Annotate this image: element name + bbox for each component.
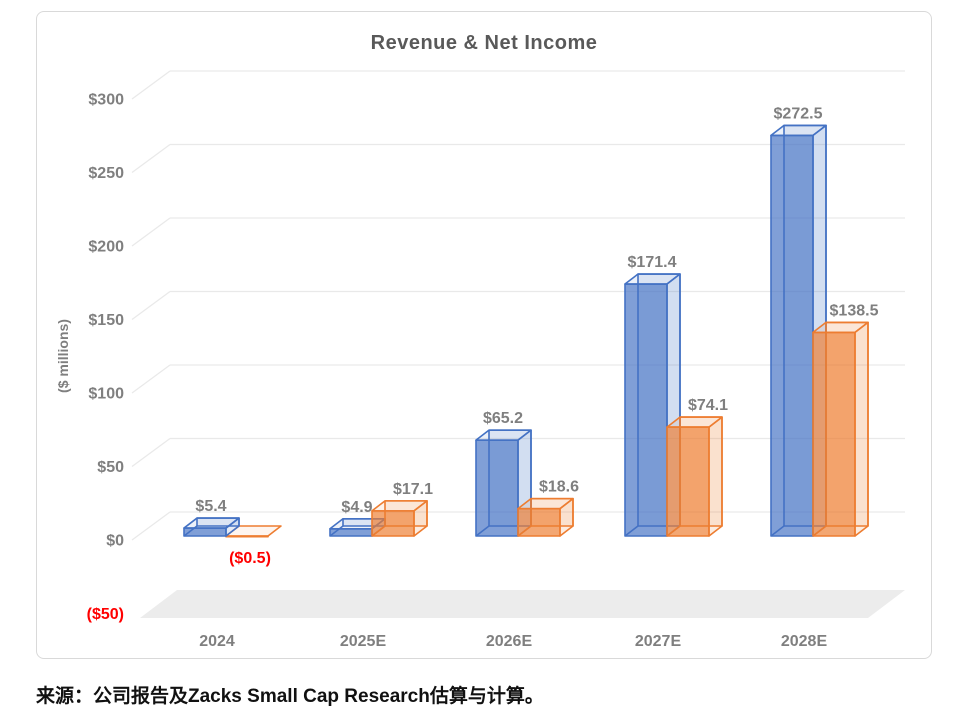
value-label: $171.4 xyxy=(628,254,677,271)
bar-net-income-2026E: $18.6 xyxy=(517,479,579,537)
x-category-label: 2027E xyxy=(635,633,682,650)
x-category-label: 2024 xyxy=(199,633,235,650)
gridline-diagonal xyxy=(131,291,171,320)
value-label: $138.5 xyxy=(830,302,879,319)
x-category-label: 2028E xyxy=(781,633,828,650)
gridline-diagonal xyxy=(131,364,171,394)
gridline-diagonal xyxy=(131,511,171,541)
value-label: $65.2 xyxy=(483,410,523,427)
bar-net-income-2024: ($0.5) xyxy=(225,525,282,567)
y-tick-label: $0 xyxy=(106,533,124,550)
bar-net-income-2028E: $138.5 xyxy=(812,302,879,537)
y-tick-label: $300 xyxy=(88,92,124,109)
value-label: $4.9 xyxy=(341,499,372,516)
y-tick-label: $200 xyxy=(88,239,124,256)
chart-floor xyxy=(140,590,905,618)
bar-revenue-2024: $5.4 xyxy=(183,498,240,537)
gridline-diagonal xyxy=(131,217,171,247)
y-axis: $300 $250 $200 $150 $100 $50 $0 ($50) xyxy=(87,92,124,624)
source-note: 来源：公司报告及Zacks Small Cap Research估算与计算。 xyxy=(36,686,544,707)
gridline-diagonal xyxy=(131,438,171,467)
y-tick-label: $250 xyxy=(88,165,124,182)
x-category-label: 2026E xyxy=(486,633,533,650)
gridline-diagonal xyxy=(131,144,171,173)
y-tick-label: ($50) xyxy=(87,606,124,623)
chart-title: Revenue & Net Income xyxy=(370,32,598,54)
y-axis-title: ($ millions) xyxy=(55,319,71,393)
y-tick-label: $150 xyxy=(88,312,124,329)
value-label: $272.5 xyxy=(774,105,823,122)
value-label: $5.4 xyxy=(195,498,226,515)
x-category-label: 2025E xyxy=(340,633,387,650)
value-label: $74.1 xyxy=(688,397,728,414)
gridline-diagonal xyxy=(131,70,171,100)
value-label: $17.1 xyxy=(393,481,433,498)
bar-net-income-2025E: $17.1 xyxy=(371,481,433,537)
x-axis: 2024 2025E 2026E 2027E 2028E xyxy=(199,633,827,650)
y-tick-label: $50 xyxy=(97,459,124,476)
value-label: $18.6 xyxy=(539,479,579,496)
value-label-negative: ($0.5) xyxy=(229,550,271,567)
bar-net-income-2027E: $74.1 xyxy=(666,397,728,537)
y-tick-label: $100 xyxy=(88,386,124,403)
